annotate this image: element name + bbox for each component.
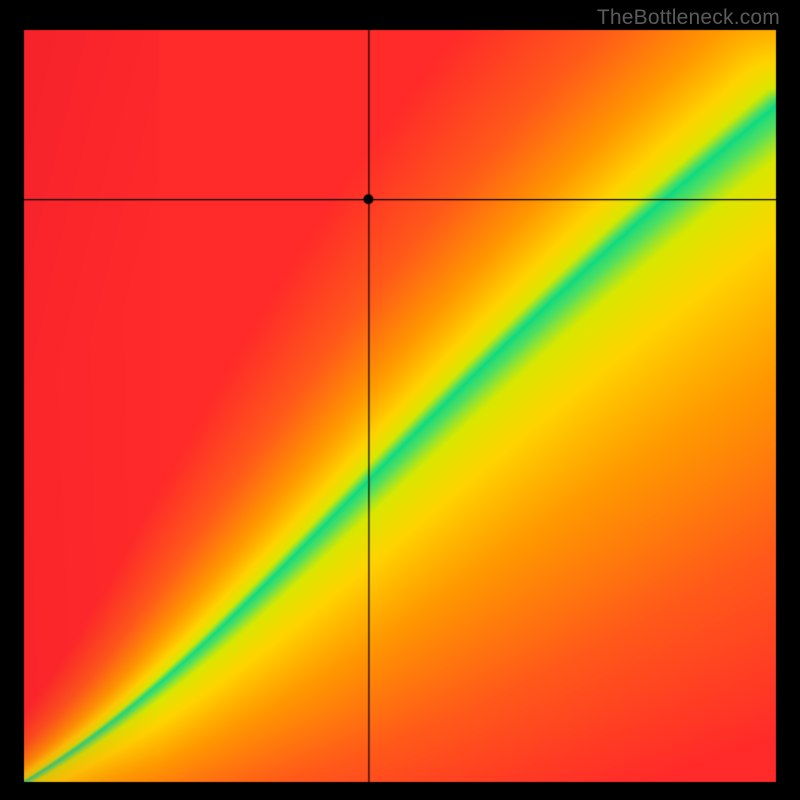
watermark-text: TheBottleneck.com [597, 6, 780, 30]
chart-container: TheBottleneck.com [0, 0, 800, 800]
bottleneck-heatmap-canvas [0, 0, 800, 800]
